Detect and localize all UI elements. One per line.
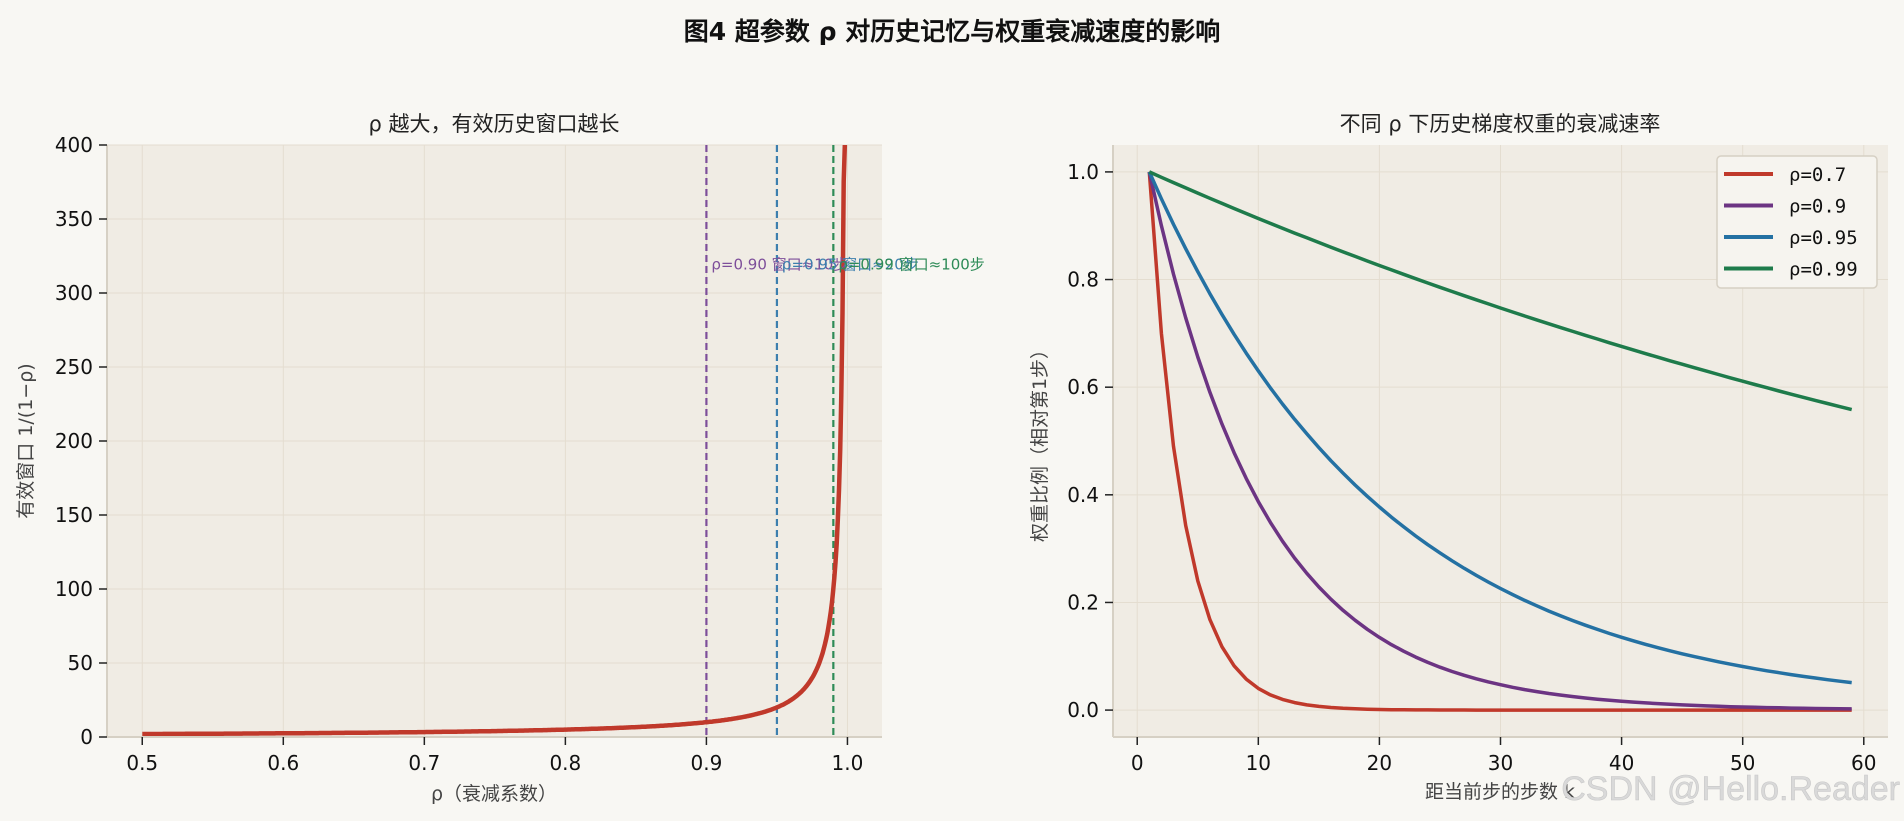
y-tick-label: 0.6: [1067, 375, 1099, 399]
legend-label: ρ=0.7: [1789, 164, 1846, 186]
reference-line-label: ρ=0.99 窗口≈100步: [838, 255, 984, 273]
x-tick-label: 0.6: [267, 751, 299, 775]
x-tick-label: 10: [1246, 751, 1271, 775]
y-tick-label: 0.2: [1067, 590, 1099, 614]
y-tick-label: 0.0: [1067, 698, 1099, 722]
decay-curve: [1147, 171, 1852, 712]
x-tick-label: 50: [1730, 751, 1755, 775]
legend-box: [1716, 155, 1878, 289]
left-y-ticks: 0 50 100 150 200 250 300 350 400: [55, 133, 107, 749]
y-tick-label: 400: [55, 133, 93, 157]
y-tick-label: 0: [80, 725, 93, 749]
x-tick-label: 30: [1488, 751, 1513, 775]
y-tick-label: 50: [68, 651, 93, 675]
left-chart-title: ρ 越大，有效历史窗口越长: [368, 112, 619, 136]
x-tick-label: 60: [1851, 751, 1876, 775]
figure-title: 图4 超参数 ρ 对历史记忆与权重衰减速度的影响: [684, 17, 1220, 46]
left-x-axis-label: ρ（衰减系数）: [431, 783, 557, 805]
right-x-axis-label: 距当前步的步数 k: [1425, 781, 1575, 803]
left-x-ticks: 0.5 0.6 0.7 0.8 0.9 1.0: [126, 737, 863, 775]
decay-curve: [1147, 171, 1852, 711]
right-y-ticks: 0.0 0.2 0.4 0.6 0.8 1.0: [1067, 160, 1113, 722]
left-y-axis-label: 有效窗口 1/(1−ρ): [15, 363, 37, 518]
y-tick-label: 350: [55, 207, 93, 231]
legend-label: ρ=0.9: [1789, 196, 1846, 218]
weight-decay-chart: 不同 ρ 下历史梯度权重的衰减速率 0 10 20 30 40 50 60 0.00.20.…: [1029, 112, 1888, 803]
decay-curve: [1148, 170, 1853, 412]
legend-label: ρ=0.99: [1789, 259, 1858, 281]
y-tick-label: 150: [55, 503, 93, 527]
x-tick-label: 20: [1367, 751, 1392, 775]
y-tick-label: 1.0: [1067, 160, 1099, 184]
left-curve: [142, 145, 848, 737]
y-tick-label: 0.8: [1067, 268, 1099, 292]
y-tick-label: 250: [55, 355, 93, 379]
x-tick-label: 0.5: [126, 751, 158, 775]
y-tick-label: 0.4: [1067, 483, 1099, 507]
x-tick-label: 0.9: [691, 751, 723, 775]
x-tick-label: 0: [1131, 751, 1144, 775]
legend-label: ρ=0.95: [1789, 227, 1858, 249]
watermark: CSDN @Hello.Reader: [1561, 770, 1900, 808]
right-chart-title: 不同 ρ 下历史梯度权重的衰减速率: [1340, 112, 1661, 136]
legend: ρ=0.7 ρ=0.9 ρ=0.95 ρ=0.99: [1716, 155, 1878, 289]
right-x-ticks: 0 10 20 30 40 50 60: [1131, 737, 1877, 775]
left-grid: [107, 144, 882, 738]
reference-line-label: ρ=0.90 窗口≈10步: [711, 255, 848, 273]
x-tick-label: 1.0: [832, 751, 864, 775]
y-tick-label: 200: [55, 429, 93, 453]
effective-window-curve: [142, 145, 848, 737]
right-y-axis-label: 权重比例（相对第1步）: [1029, 340, 1051, 542]
y-tick-label: 300: [55, 281, 93, 305]
right-curves: [1147, 170, 1853, 712]
reference-line-label: ρ=0.95 窗口≈20步: [782, 255, 919, 273]
x-tick-label: 0.8: [549, 751, 581, 775]
x-tick-label: 0.7: [408, 751, 440, 775]
y-tick-label: 100: [55, 577, 93, 601]
decay-curve: [1147, 171, 1852, 685]
x-tick-label: 40: [1609, 751, 1634, 775]
